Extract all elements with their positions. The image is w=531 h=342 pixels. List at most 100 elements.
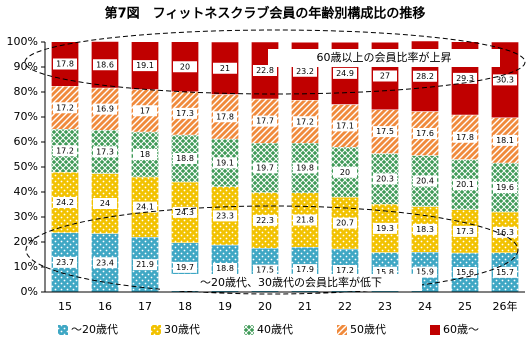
value-label: 19.7 [256, 163, 274, 172]
value-label-bg [493, 182, 517, 193]
y-tick-label: 50% [14, 160, 38, 173]
value-label: 19.3 [376, 224, 394, 233]
value-label: 24 [100, 199, 110, 208]
y-tick-label: 30% [14, 210, 38, 223]
value-label-bg [253, 65, 277, 76]
y-tick-label: 80% [14, 85, 38, 98]
value-label-bg [413, 266, 437, 278]
value-label: 17.1 [336, 121, 354, 130]
value-label-bg [173, 61, 197, 73]
value-label-bg [133, 105, 157, 117]
y-tick-label: 20% [14, 235, 38, 248]
value-label-bg [333, 166, 357, 178]
value-label: 15.9 [416, 268, 434, 277]
value-label-bg [293, 116, 317, 128]
value-label: 17 [140, 106, 150, 115]
value-label: 27 [380, 72, 390, 81]
value-label: 17.6 [416, 129, 434, 138]
value-label: 21.9 [136, 260, 154, 269]
value-label-bg [373, 173, 397, 185]
value-label-bg [293, 264, 317, 276]
value-label-bg [213, 210, 237, 222]
legend-swatch [337, 325, 347, 335]
value-label-bg [53, 256, 77, 268]
legend-label: 30歳代 [164, 323, 200, 336]
value-label: 20 [340, 168, 350, 177]
value-label-bg [493, 74, 517, 86]
value-label: 19.1 [216, 158, 234, 167]
value-label-bg [373, 70, 397, 82]
value-label-bg [93, 198, 117, 209]
value-label: 18.3 [416, 225, 434, 234]
value-label: 17.3 [176, 109, 194, 118]
plot-area: 0%10%20%30%40%50%60%70%80%90%100%1523.72… [7, 35, 525, 313]
value-label-bg [53, 58, 77, 70]
value-label: 17.8 [456, 133, 474, 142]
x-tick-label: 23 [378, 300, 392, 313]
value-label-bg [253, 115, 277, 127]
x-tick-label: 16 [98, 300, 112, 313]
value-label: 18.1 [496, 136, 514, 145]
value-label-bg [253, 162, 277, 174]
legend-label: 60歳～ [443, 323, 479, 336]
value-label: 21.8 [296, 216, 314, 225]
value-label-bg [333, 265, 357, 276]
x-tick-label: 24 [418, 300, 432, 313]
value-label-bg [373, 222, 397, 234]
value-label-bg [293, 65, 317, 77]
value-label-bg [453, 72, 477, 84]
value-label: 15.6 [456, 268, 474, 277]
x-tick-label: 22 [338, 300, 352, 313]
value-label: 15.7 [496, 268, 514, 277]
value-label: 15.8 [376, 268, 394, 277]
y-tick-label: 60% [14, 135, 38, 148]
value-label-bg [173, 153, 197, 164]
value-label: 20.1 [456, 180, 474, 189]
value-label-bg [173, 107, 197, 119]
value-label-bg [213, 62, 237, 74]
value-label: 23.7 [56, 258, 74, 267]
value-label: 17.3 [456, 227, 474, 236]
value-label: 24.1 [136, 203, 154, 212]
y-tick-label: 100% [7, 35, 38, 48]
value-label-bg [93, 59, 117, 71]
value-label: 17.5 [376, 127, 394, 136]
value-label: 17.2 [296, 117, 314, 126]
legend-label: 50歳代 [350, 323, 386, 336]
value-label: 17.2 [56, 146, 74, 155]
value-label-bg [293, 214, 317, 226]
value-label: 20.7 [336, 219, 354, 228]
value-label-bg [453, 267, 477, 278]
value-label-bg [333, 67, 357, 79]
value-label-bg [213, 263, 237, 274]
value-label-bg [373, 126, 397, 138]
value-label: 18.8 [216, 264, 234, 273]
annotation-box [160, 274, 422, 291]
value-label: 17.8 [56, 60, 74, 69]
value-label: 16.3 [496, 228, 514, 237]
value-label: 24.2 [56, 198, 74, 207]
value-label: 17.2 [56, 103, 74, 112]
y-tick-label: 10% [14, 260, 38, 273]
legend-swatch [430, 325, 440, 335]
value-label-bg [373, 266, 397, 278]
value-label: 17.7 [256, 117, 274, 126]
value-label: 19.6 [496, 183, 514, 192]
value-label-bg [293, 162, 317, 174]
value-label-bg [93, 103, 117, 115]
value-label-bg [453, 225, 477, 237]
value-label: 23.3 [216, 211, 234, 220]
legend-swatch [244, 325, 254, 335]
x-tick-label: 21 [298, 300, 312, 313]
value-label: 17.5 [256, 266, 274, 275]
value-label: 23.4 [96, 258, 114, 267]
legend-label: ～20歳代 [71, 323, 118, 336]
value-label-bg [493, 226, 517, 238]
value-label-bg [93, 257, 117, 269]
value-label: 30.3 [496, 75, 514, 84]
value-label: 22.3 [256, 216, 274, 225]
value-label: 19.8 [296, 164, 314, 173]
value-label-bg [333, 217, 357, 229]
value-label-bg [413, 223, 437, 235]
